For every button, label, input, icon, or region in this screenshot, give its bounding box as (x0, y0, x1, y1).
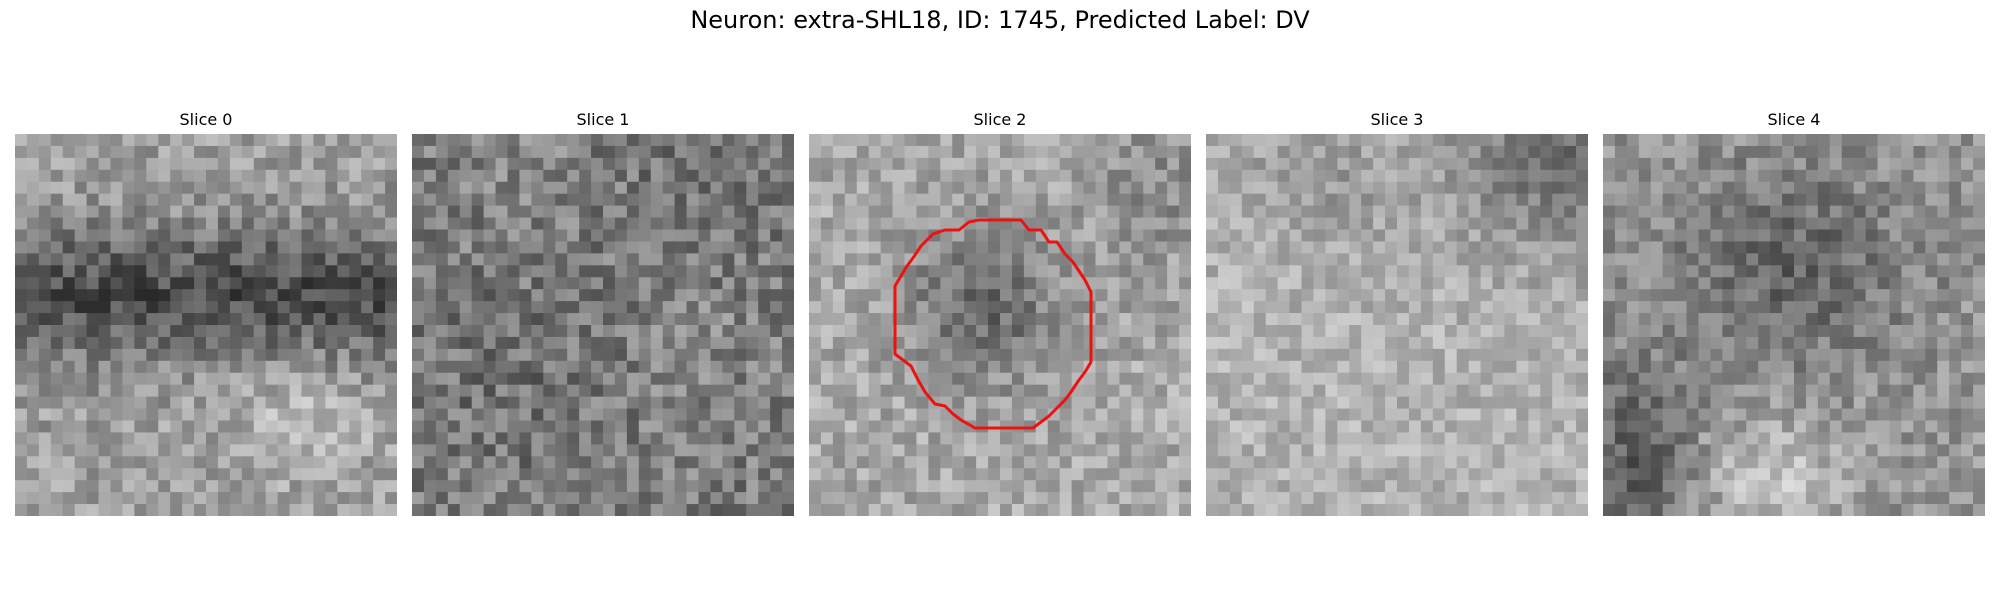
slice-panel-0: Slice 0 (15, 108, 397, 516)
slice-title-1: Slice 1 (576, 110, 630, 129)
slice-title-0: Slice 0 (179, 110, 233, 129)
slice-heatmap-2 (809, 134, 1191, 516)
slice-image-0 (15, 134, 397, 516)
figure-title: Neuron: extra-SHL18, ID: 1745, Predicted… (690, 6, 1310, 34)
slice-panel-2: Slice 2 (809, 108, 1191, 516)
slice-title-2: Slice 2 (973, 110, 1027, 129)
slice-heatmap-0 (15, 134, 397, 516)
slice-panel-3: Slice 3 (1206, 108, 1588, 516)
slice-image-3 (1206, 134, 1588, 516)
slice-image-2 (809, 134, 1191, 516)
slice-image-1 (412, 134, 794, 516)
roi-outline (893, 218, 1093, 430)
slice-title-4: Slice 4 (1767, 110, 1821, 129)
slice-heatmap-3 (1206, 134, 1588, 516)
slice-heatmap-1 (412, 134, 794, 516)
slice-panel-4: Slice 4 (1603, 108, 1985, 516)
slice-heatmap-4 (1603, 134, 1985, 516)
slice-title-3: Slice 3 (1370, 110, 1424, 129)
slice-image-4 (1603, 134, 1985, 516)
slice-panel-1: Slice 1 (412, 108, 794, 516)
